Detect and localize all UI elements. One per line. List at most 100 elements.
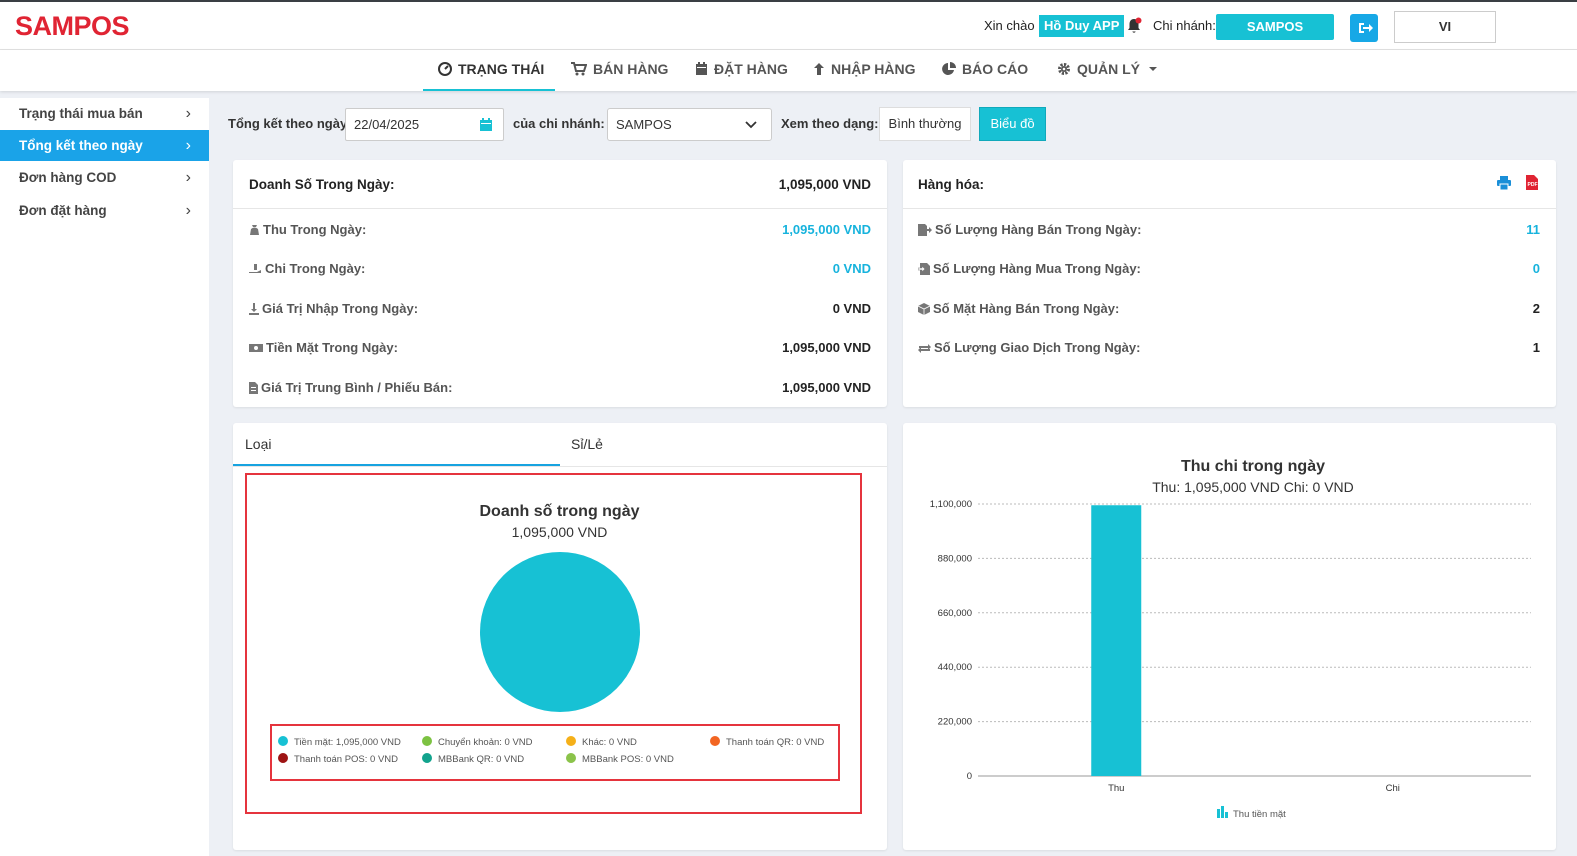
greeting-text: Xin chào [984,18,1035,33]
pie-legend-item[interactable]: Chuyển khoản: 0 VND [422,736,533,748]
bell-icon[interactable] [1126,17,1142,35]
calendar-icon[interactable] [480,118,492,131]
sales-row: Thu Trong Ngày: 1,095,000 VND [233,222,887,242]
logo[interactable]: SAMPOS [15,11,130,41]
language-selector[interactable]: VI [1394,11,1496,43]
sales-by-type-card: Loại Sỉ/Lẻ Doanh số trong ngày 1,095,000… [233,423,887,850]
goods-row: Số Mặt Hàng Bán Trong Ngày: 2 [903,301,1556,321]
pie-icon [710,736,720,746]
pie-icon [278,753,288,763]
sidebar-item-don-hang-cod[interactable]: Đơn hàng COD › [0,162,209,193]
row-label: Số Lượng Hàng Bán Trong Ngày: [935,222,1142,237]
date-value: 22/04/2025 [354,117,420,132]
sales-row: Tiền Mặt Trong Ngày: 1,095,000 VND [233,340,887,360]
card-header: Doanh Số Trong Ngày: 1,095,000 VND [233,160,887,209]
sales-row: Giá Trị Trung Bình / Phiếu Bán: 1,095,00… [233,380,887,400]
view-chart-button[interactable]: Biểu đồ [979,107,1046,141]
gear-icon [1058,63,1070,76]
legend-label: Thanh toán QR: 0 VND [726,737,825,748]
sidebar-item-don-dat-hang[interactable]: Đơn đặt hàng › [0,195,209,226]
sidebar-item-trang-thai-mua-ban[interactable]: Trạng thái mua bán › [0,98,209,129]
bar-legend-icon [1217,809,1220,818]
bar-chart-subtitle: Thu: 1,095,000 VND Chi: 0 VND [1152,479,1354,495]
tab-bar: Loại Sỉ/Lẻ [233,423,887,467]
pie-legend-item[interactable]: Khác: 0 VND [566,736,637,748]
sidebar-item-label: Đơn hàng COD [19,170,117,185]
goods-row: Số Lượng Giao Dịch Trong Ngày: 1 [903,340,1556,360]
pie-chart-icon [942,62,956,76]
x-tick-label: Chi [1386,783,1400,794]
bar-chart: 0 220,000 440,000 660,000 880,000 1,100,000 Th… [930,499,1531,820]
row-label: Số Lượng Giao Dịch Trong Ngày: [934,340,1141,355]
chevron-down-icon [745,121,757,129]
export-icon [918,223,932,236]
goods-card-title: Hàng hóa: [918,177,984,192]
file-icon [249,381,258,394]
sales-card-total: 1,095,000 VND [778,177,871,192]
box-icon [917,302,931,315]
date-filter-label: Tổng kết theo ngày: [228,116,352,131]
branch-select[interactable]: SAMPOS [607,108,772,141]
calendar-icon [696,62,707,76]
bar-chart-title: Thu chi trong ngày [1181,458,1325,475]
legend-label: Khác: 0 VND [582,737,637,748]
pie-legend-item[interactable]: MBBank QR: 0 VND [422,753,524,765]
nav-label: ĐẶT HÀNG [714,61,788,77]
sidebar-item-label: Tổng kết theo ngày [19,138,143,153]
nav-bao-cao[interactable]: BÁO CÁO [942,50,1028,91]
tab-si-le[interactable]: Sỉ/Lẻ [571,436,603,452]
nav-label: NHẬP HÀNG [831,61,916,77]
goods-row: Số Lượng Hàng Bán Trong Ngày: 11 [903,222,1556,242]
row-value: 1,095,000 VND [782,222,871,237]
main-nav: TRẠNG THÁI BÁN HÀNG ĐẶT HÀNG NHẬP HÀNG B… [0,50,1577,91]
y-tick-label: 0 [967,771,972,782]
pie-icon [278,736,288,746]
branch-button[interactable]: SAMPOS [1216,14,1334,40]
pie-slice[interactable] [480,552,640,712]
print-icon[interactable] [1497,176,1511,190]
nav-label: BÁN HÀNG [593,61,669,77]
row-value: 1,095,000 VND [782,380,871,395]
pie-legend-item[interactable]: MBBank POS: 0 VND [566,753,674,765]
caret-down-icon [1148,67,1157,72]
pie-legend-item[interactable]: Tiền mặt: 1,095,000 VND [278,736,401,748]
income-expense-card: Thu chi trong ngày Thu: 1,095,000 VND Ch… [903,423,1556,850]
pie-legend-item[interactable]: Thanh toán POS: 0 VND [278,753,398,765]
bar-legend-icon [1225,812,1228,818]
nav-label: QUẢN LÝ [1077,61,1140,77]
view-normal-button[interactable]: Bình thường [879,107,971,141]
sales-row: Giá Trị Nhập Trong Ngày: 0 VND [233,301,887,321]
nav-dat-hang[interactable]: ĐẶT HÀNG [695,50,788,91]
nav-nhap-hang[interactable]: NHẬP HÀNG [813,50,916,91]
bar[interactable] [1091,505,1142,776]
user-name-badge[interactable]: Hồ Duy APP [1039,15,1125,37]
sales-summary-card: Doanh Số Trong Ngày: 1,095,000 VND Thu T… [233,160,887,407]
row-value: 0 [1532,261,1540,276]
legend-label: MBBank POS: 0 VND [582,754,674,765]
branch-label: Chi nhánh: [1153,18,1216,33]
chevron-right-icon: › [185,105,191,122]
row-label: Thu Trong Ngày: [263,222,367,237]
tab-loai[interactable]: Loại [233,423,560,466]
date-input[interactable]: 22/04/2025 [345,108,504,141]
bar-legend-label[interactable]: Thu tiền mặt [1233,809,1286,820]
nav-ban-hang[interactable]: BÁN HÀNG [571,50,668,91]
dashboard-icon [438,62,452,77]
row-value: 11 [1526,222,1540,237]
pie-legend-item[interactable]: Thanh toán QR: 0 VND [710,736,824,748]
nav-quan-ly[interactable]: QUẢN LÝ [1057,50,1158,91]
y-tick-label: 440,000 [938,662,972,673]
pie-chart-title: Doanh số trong ngày [479,503,640,520]
sidebar-item-tong-ket-theo-ngay[interactable]: Tổng kết theo ngày › [0,130,209,161]
branch-filter-label: của chi nhánh: [513,116,605,131]
nav-trang-thai[interactable]: TRẠNG THÁI [423,50,555,91]
pdf-icon[interactable]: PDF [1526,175,1538,190]
chart-highlight-box [245,473,862,814]
sidebar-item-label: Đơn đặt hàng [19,203,107,218]
cart-icon [571,62,588,76]
x-tick-label: Thu [1108,783,1124,794]
logout-button[interactable] [1350,14,1378,42]
view-mode-label: Xem theo dạng: [781,116,879,131]
legend-label: Chuyển khoản: 0 VND [438,737,533,748]
y-tick-label: 660,000 [938,608,972,619]
